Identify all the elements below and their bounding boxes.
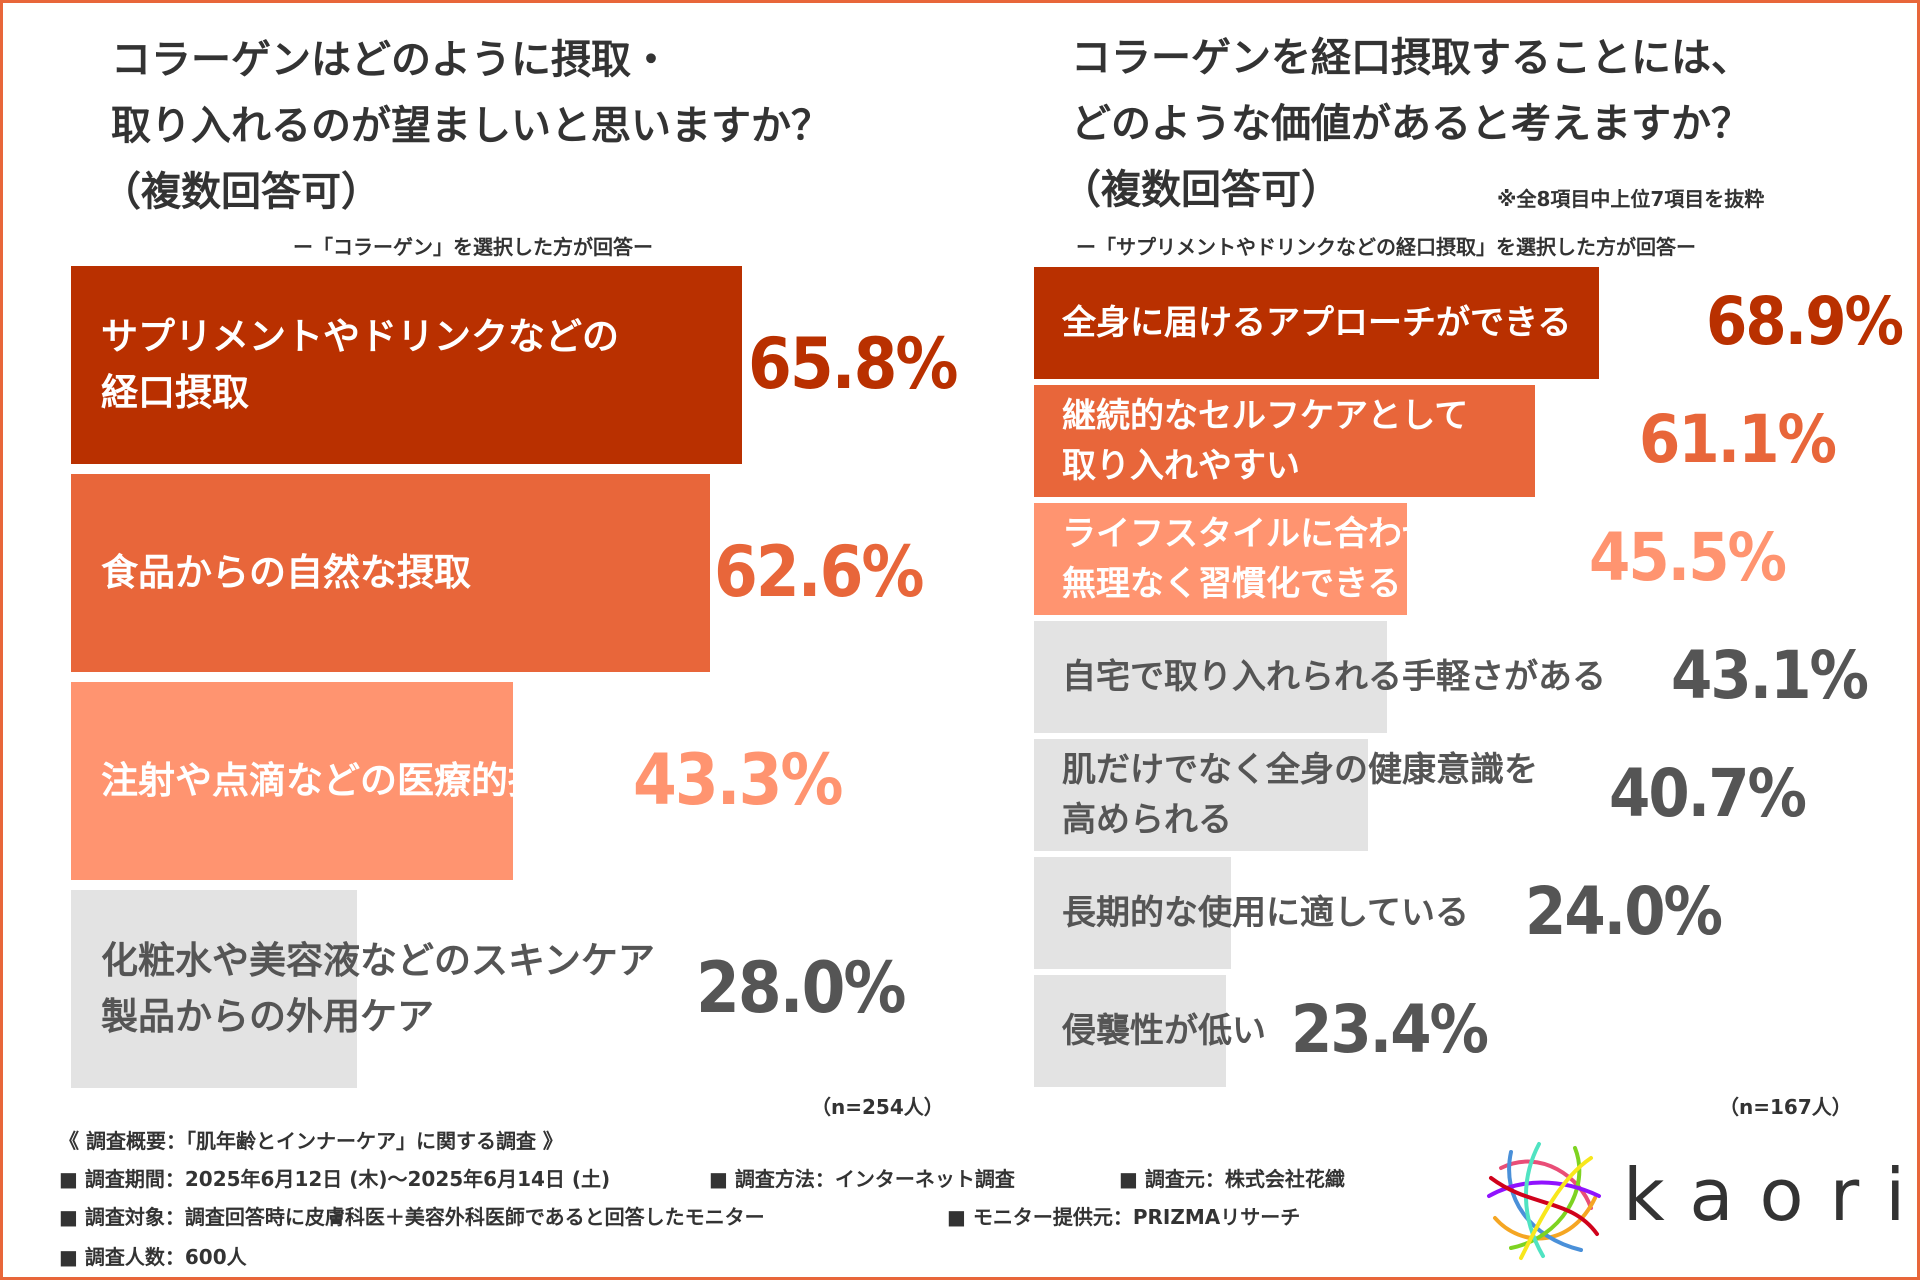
bar-label-line: 侵襲性が低い [1062, 1011, 1266, 1051]
survey-source: ■ 調査元：株式会社花織 [1119, 1167, 1345, 1191]
bar-label-1: サプリメントやドリンクなどの 経口摂取 [101, 309, 619, 421]
bar-value-label-2: 61.1% [1639, 401, 1837, 479]
bar-label-line: 化粧水や美容液などのスキンケア [101, 939, 655, 982]
bar-4 [71, 890, 357, 1088]
bar-value-label-4: 28.0% [696, 947, 906, 1029]
bar-label-2: 食品からの自然な摂取 [101, 545, 471, 601]
left-respondent-note: ー「コラーゲン」を選択した方が回答ー [293, 235, 653, 259]
bar-value-label-7: 23.4% [1291, 991, 1489, 1069]
right-title-line-3: （複数回答可） [1061, 167, 1341, 213]
bar-label-line: ライフスタイルに合わせて [1062, 514, 1470, 554]
bar-3 [71, 682, 513, 880]
kaori-logo-mark [1487, 1142, 1601, 1260]
bar-label-3: ライフスタイルに合わせて 無理なく習慣化できる [1062, 509, 1470, 609]
bar-1 [1034, 267, 1599, 379]
kaori-logo-text: kaori [1623, 1153, 1920, 1237]
left-title-line-1: コラーゲンはどのように摂取・ [111, 37, 671, 83]
bar-5 [1034, 739, 1368, 851]
bar-label-line: サプリメントやドリンクなどの [101, 315, 619, 358]
bar-7 [1034, 975, 1226, 1087]
left-title-line-3: （複数回答可） [101, 169, 381, 215]
survey-overview: 《 調査概要：「肌年齢とインナーケア」に関する調査 》 [59, 1129, 563, 1153]
bar-label-3: 注射や点滴などの医療的摂取 [101, 753, 582, 809]
bar-label-line: 長期的な使用に適している [1062, 893, 1469, 933]
left-title-line-2: 取り入れるのが望ましいと思いますか？ [111, 103, 831, 149]
bar-label-line: 取り入れやすい [1062, 446, 1300, 486]
right-title-line-1: コラーゲンを経口摂取することには、 [1071, 35, 1751, 81]
right-respondent-note: ー「サプリメントやドリンクなどの経口摂取」を選択した方が回答ー [1076, 235, 1696, 259]
bar-1 [71, 266, 742, 464]
left-sample-size: （n=254人） [811, 1095, 944, 1119]
bar-value-label-1: 65.8% [748, 323, 958, 405]
bar-label-7: 侵襲性が低い [1062, 1006, 1266, 1056]
bar-value-label-5: 40.7% [1609, 755, 1807, 833]
bar-label-line: 無理なく習慣化できる [1062, 564, 1402, 604]
survey-method: ■ 調査方法：インターネット調査 [709, 1167, 1015, 1191]
bar-value-label-3: 43.3% [633, 739, 843, 821]
bar-value-label-3: 45.5% [1589, 519, 1787, 597]
bar-2 [1034, 385, 1535, 497]
bar-label-4: 化粧水や美容液などのスキンケア 製品からの外用ケア [101, 933, 655, 1045]
bar-4 [1034, 621, 1387, 733]
bar-label-1: 全身に届けるアプローチができる [1062, 298, 1571, 348]
right-extract-note: ※全8項目中上位7項目を抜粋 [1497, 187, 1765, 211]
bar-label-line: 継続的なセルフケアとして [1062, 396, 1469, 436]
bar-label-2: 継続的なセルフケアとして 取り入れやすい [1062, 391, 1468, 491]
bar-label-5: 肌だけでなく全身の健康意識を 高められる [1062, 745, 1538, 845]
bar-label-line: 経口摂取 [101, 371, 249, 414]
bar-label-line: 食品からの自然な摂取 [101, 551, 471, 594]
monitor-provider: ■ モニター提供元：PRIZMAリサーチ [947, 1205, 1301, 1229]
bar-label-4: 自宅で取り入れられる手軽さがある [1062, 652, 1606, 702]
right-sample-size: （n=167人） [1719, 1095, 1852, 1119]
bar-label-line: 高められる [1062, 800, 1232, 840]
bar-value-label-1: 68.9% [1706, 283, 1904, 361]
bar-value-label-2: 62.6% [714, 531, 924, 613]
bar-label-line: 製品からの外用ケア [101, 995, 434, 1038]
bar-value-label-4: 43.1% [1671, 637, 1869, 715]
right-title-line-2: どのような価値があると考えますか？ [1071, 101, 1751, 147]
bar-label-line: 全身に届けるアプローチができる [1062, 303, 1572, 343]
survey-count: ■ 調査人数：600人 [59, 1245, 247, 1269]
survey-period: ■ 調査期間：2025年6月12日 (木)〜2025年6月14日 (土) [59, 1167, 611, 1191]
bar-3 [1034, 503, 1407, 615]
bar-label-line: 肌だけでなく全身の健康意識を [1062, 750, 1538, 790]
survey-target: ■ 調査対象：調査回答時に皮膚科医＋美容外科医師であると回答したモニター [59, 1205, 765, 1229]
bar-6 [1034, 857, 1231, 969]
bar-label-line: 注射や点滴などの医療的摂取 [101, 759, 582, 802]
bar-2 [71, 474, 710, 672]
bar-label-6: 長期的な使用に適している [1062, 888, 1469, 938]
bar-value-label-6: 24.0% [1525, 873, 1723, 951]
bar-label-line: 自宅で取り入れられる手軽さがある [1062, 657, 1606, 697]
